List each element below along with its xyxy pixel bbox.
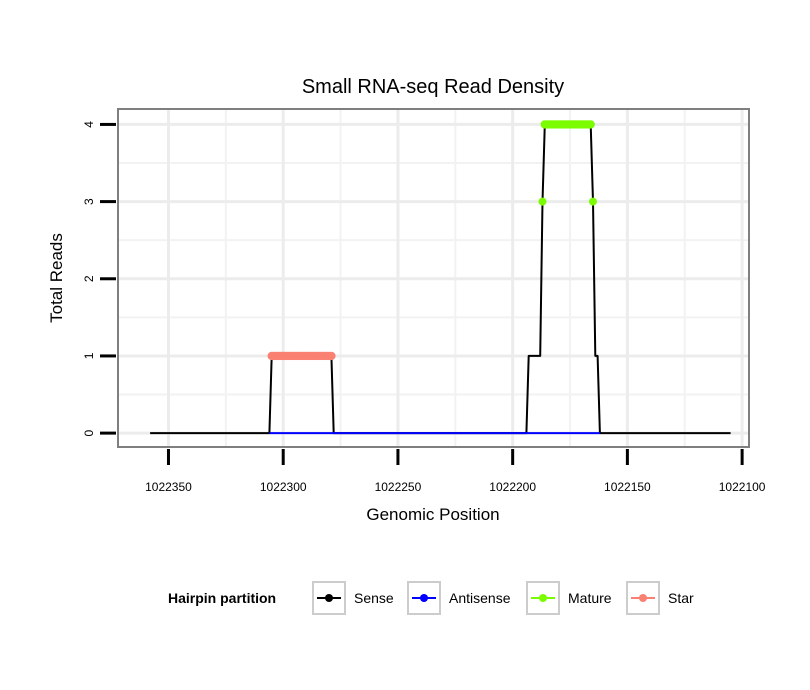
- mature-point: [538, 197, 547, 206]
- legend-point-star: [639, 594, 647, 602]
- x-tick-label: 1022350: [145, 480, 192, 494]
- x-tick-label: 1022250: [375, 480, 422, 494]
- legend-point-mature: [539, 594, 547, 602]
- plot-data: [150, 120, 731, 435]
- y-tick-label: 4: [82, 121, 96, 128]
- x-axis-title: Genomic Position: [366, 505, 499, 524]
- chart-title: Small RNA-seq Read Density: [302, 76, 564, 98]
- star-point: [327, 351, 336, 361]
- mature-point: [588, 197, 597, 206]
- y-tick-label: 2: [82, 275, 96, 282]
- axes: 1022350 1022300 1022250 1022200 1022150 10221…: [82, 121, 766, 494]
- legend-label-star: Star: [668, 590, 694, 606]
- legend-label-mature: Mature: [568, 590, 612, 606]
- legend-label-antisense: Antisense: [449, 590, 511, 606]
- legend-title: Hairpin partition: [168, 590, 276, 606]
- y-tick-label: 0: [82, 429, 96, 436]
- legend-label-sense: Sense: [354, 590, 394, 606]
- mature-point: [586, 120, 595, 129]
- y-tick-label: 1: [82, 352, 96, 359]
- y-tick-label: 3: [82, 198, 96, 205]
- gridlines: [118, 109, 749, 447]
- plot-panel-border: [117, 108, 750, 448]
- x-tick-label: 1022300: [260, 480, 307, 494]
- legend-point-sense: [325, 594, 333, 602]
- x-tick-label: 1022100: [719, 480, 766, 494]
- y-axis-title: Total Reads: [47, 233, 66, 323]
- legend-point-antisense: [420, 594, 428, 602]
- legend: Hairpin partition Sense Antisense Mature St…: [168, 581, 694, 615]
- x-tick-label: 1022150: [604, 480, 651, 494]
- x-tick-label: 1022200: [489, 480, 536, 494]
